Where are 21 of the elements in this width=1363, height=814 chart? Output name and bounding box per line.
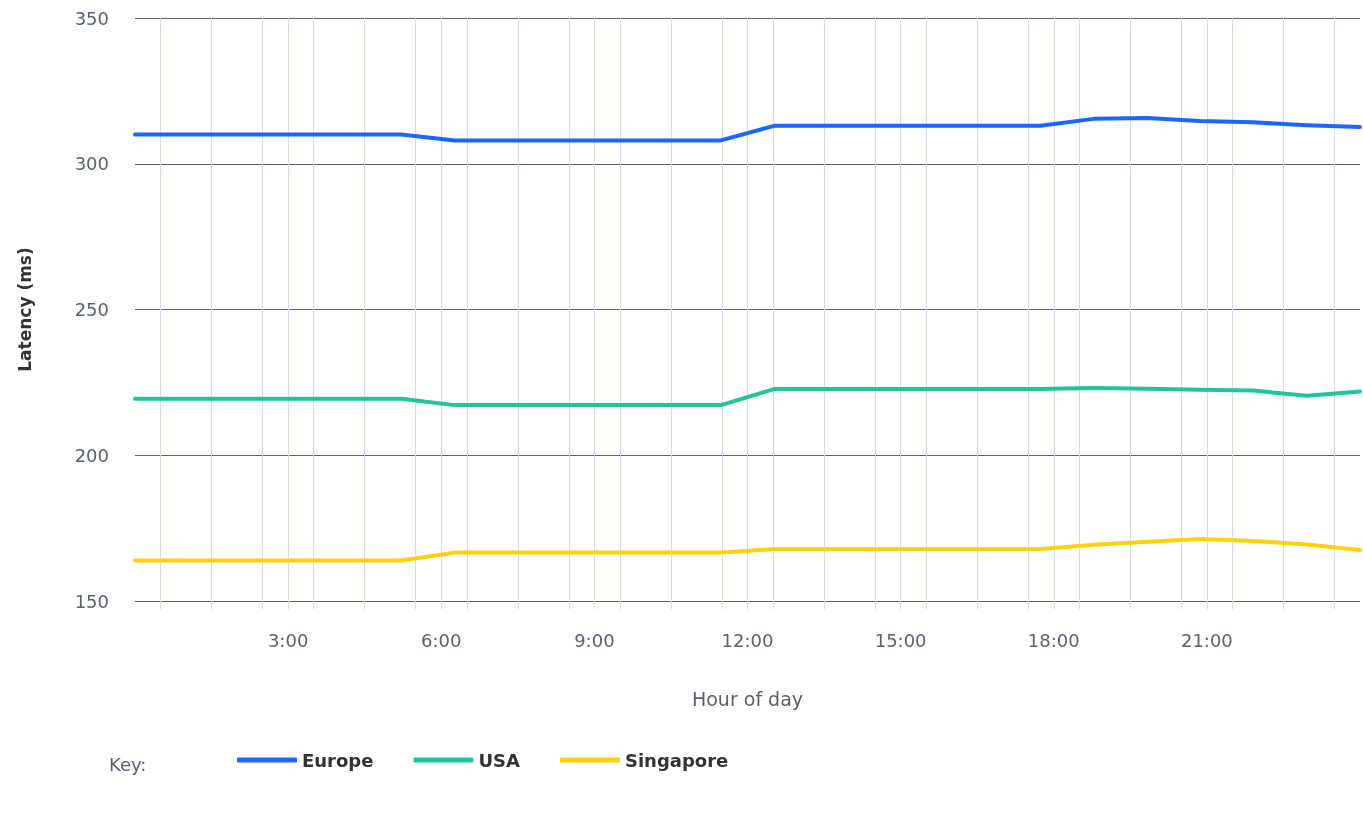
line-series [133, 536, 1362, 563]
legend-label: USA [478, 749, 521, 771]
legend-label: Europe [302, 749, 374, 771]
x-tick-label: 6:00 [421, 629, 462, 651]
legend-label: Singapore [624, 749, 729, 771]
y-tick-label: 250 [74, 299, 109, 320]
y-tick-label: 350 [74, 7, 109, 29]
y-tick-label: 200 [74, 444, 109, 466]
y-tick-label: 300 [74, 153, 109, 175]
line-series [133, 115, 1362, 143]
x-tick-label: 18:00 [1027, 629, 1080, 651]
x-tick-label: 21:00 [1180, 629, 1233, 651]
y-axis-title: Latency (ms) [14, 247, 35, 372]
x-axis-title: Hour of day [691, 687, 804, 710]
y-tick-label: 150 [74, 590, 109, 612]
x-tick-label: 12:00 [721, 629, 774, 651]
x-tick-label: 9:00 [574, 629, 615, 651]
x-tick-label: 15:00 [874, 629, 927, 651]
legend-title: Key: [109, 753, 147, 775]
x-tick-label: 3:00 [267, 629, 309, 651]
line-series [133, 385, 1362, 408]
